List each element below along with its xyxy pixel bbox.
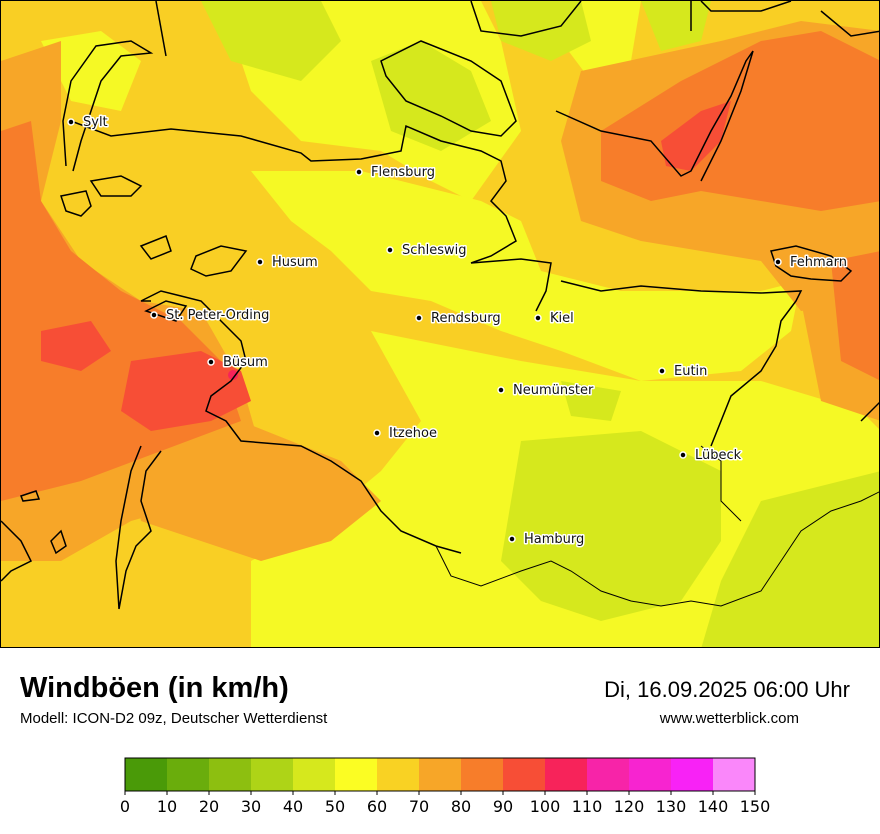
map-title: Windböen (in km/h)	[20, 672, 289, 704]
city-dot	[508, 535, 516, 543]
city-dot	[207, 358, 215, 366]
legend-tick-label: 110	[572, 797, 603, 816]
city-dot	[150, 311, 158, 319]
city-itzehoe: Itzehoe	[373, 425, 438, 443]
forecast-datetime: Di, 16.09.2025 06:00 Uhr	[604, 677, 850, 702]
city-label: Rendsburg	[431, 311, 501, 326]
city-dot	[534, 314, 542, 322]
city-eutin: Eutin	[658, 363, 709, 381]
city-dot	[679, 451, 687, 459]
city-dot	[256, 258, 264, 266]
city-lubeck: Lübeck	[679, 447, 743, 465]
legend-tick-label: 30	[241, 797, 261, 816]
city-hamburg: Hamburg	[508, 531, 586, 549]
city-markers: Sylt Flensburg Schleswig Husum Fehmarn S…	[67, 114, 849, 549]
legend-tick-label: 0	[120, 797, 130, 816]
legend-swatch	[251, 758, 293, 791]
legend-tick-label: 80	[451, 797, 471, 816]
legend-tick-label: 50	[325, 797, 345, 816]
legend-tick-label: 100	[530, 797, 561, 816]
legend-tick-label: 10	[157, 797, 177, 816]
city-label: Itzehoe	[389, 426, 437, 441]
city-st-peter-ording: St. Peter-Ording	[150, 307, 271, 325]
city-label: Hamburg	[524, 532, 584, 547]
legend-swatch	[545, 758, 587, 791]
legend-swatch	[209, 758, 251, 791]
website-link[interactable]: www.wetterblick.com	[659, 710, 799, 727]
legend-swatch	[587, 758, 629, 791]
legend-swatch	[167, 758, 209, 791]
wind-gust-map: Sylt Flensburg Schleswig Husum Fehmarn S…	[0, 0, 880, 648]
legend-tick-label: 20	[199, 797, 219, 816]
legend-swatch	[293, 758, 335, 791]
legend-swatch	[671, 758, 713, 791]
city-label: Kiel	[550, 311, 574, 326]
legend-swatch	[503, 758, 545, 791]
city-label: Flensburg	[371, 165, 435, 180]
model-info: Modell: ICON-D2 09z, Deutscher Wetterdie…	[20, 710, 328, 727]
city-label: Husum	[272, 255, 318, 270]
legend-tick-label: 40	[283, 797, 303, 816]
city-busum: Büsum	[207, 354, 269, 372]
legend-tick-label: 90	[493, 797, 513, 816]
wind-field-peak	[228, 370, 238, 380]
color-legend: 0 10 20 30 40 50 60 70 80 90 100 110 120 130 140 150	[0, 750, 880, 830]
coastlines	[1, 1, 879, 610]
city-dot	[497, 386, 505, 394]
legend-swatch	[461, 758, 503, 791]
city-husum: Husum	[256, 254, 319, 272]
city-kiel: Kiel	[534, 310, 575, 328]
legend-swatch	[419, 758, 461, 791]
legend-border	[124, 757, 756, 792]
city-dot	[67, 118, 75, 126]
map-canvas: Sylt Flensburg Schleswig Husum Fehmarn S…	[1, 1, 879, 647]
city-dot	[373, 429, 381, 437]
city-label: Fehmarn	[790, 255, 847, 270]
city-dot	[415, 314, 423, 322]
wind-field-red	[41, 101, 731, 431]
legend-tick-label: 150	[740, 797, 771, 816]
city-fehmarn: Fehmarn	[774, 254, 849, 272]
legend-tick-label: 130	[656, 797, 687, 816]
city-sylt: Sylt	[67, 114, 109, 132]
city-label: Sylt	[83, 115, 108, 130]
city-label: Büsum	[223, 355, 268, 370]
legend-tick-label: 60	[367, 797, 387, 816]
city-label: St. Peter-Ording	[166, 308, 269, 323]
city-dot	[386, 246, 394, 254]
city-dot	[774, 258, 782, 266]
city-dot	[658, 367, 666, 375]
city-dot	[355, 168, 363, 176]
legend-swatch	[629, 758, 671, 791]
city-rendsburg: Rendsburg	[415, 310, 502, 328]
legend-swatch	[125, 758, 167, 791]
city-label: Neumünster	[513, 383, 594, 398]
legend-tick-label: 140	[698, 797, 729, 816]
city-label: Lübeck	[695, 448, 742, 463]
city-label: Schleswig	[402, 243, 467, 258]
legend-swatch	[335, 758, 377, 791]
legend-swatch	[377, 758, 419, 791]
legend-colorbar: 0 10 20 30 40 50 60 70 80 90 100 110 120 130 140 150	[120, 757, 771, 816]
legend-swatch	[713, 758, 755, 791]
legend-tick-label: 120	[614, 797, 645, 816]
city-neumunster: Neumünster	[497, 382, 595, 400]
city-label: Eutin	[674, 364, 707, 379]
city-flensburg: Flensburg	[355, 164, 436, 182]
legend-tick-label: 70	[409, 797, 429, 816]
borders	[435, 445, 879, 607]
city-schleswig: Schleswig	[386, 242, 468, 260]
